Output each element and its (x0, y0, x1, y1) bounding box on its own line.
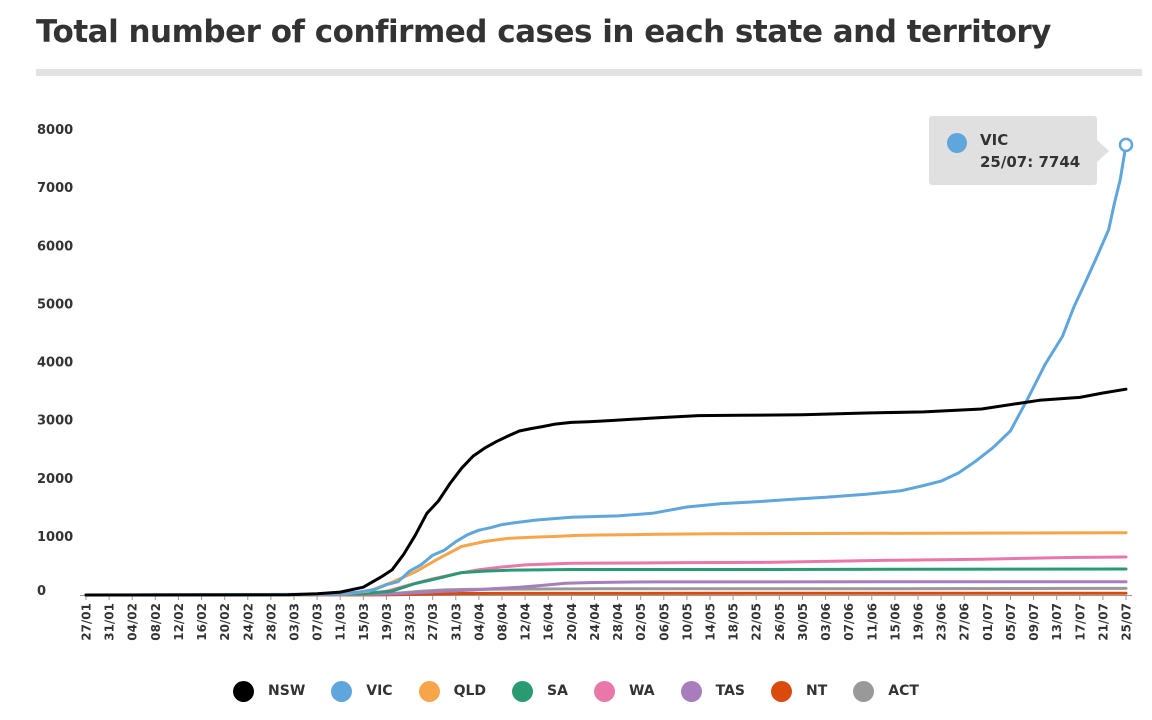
tooltip-series-swatch (947, 133, 967, 153)
x-tick-label: 06/05 (657, 603, 671, 641)
x-tick-label: 20/04 (565, 603, 579, 641)
title-underline (36, 69, 1142, 76)
y-tick-label: 8000 (37, 123, 73, 138)
legend-item-qld[interactable]: QLD (418, 680, 487, 702)
legend-swatch (418, 680, 440, 702)
tooltip-pointer (1097, 140, 1109, 162)
legend-label: QLD (453, 683, 487, 699)
series-line-sa[interactable] (84, 567, 1128, 597)
x-tick-label: 10/05 (680, 603, 694, 641)
hover-point-marker[interactable] (1118, 137, 1134, 153)
legend-label: TAS (715, 683, 746, 699)
x-tick-label: 27/01 (80, 603, 94, 641)
x-tick-label: 07/06 (842, 603, 856, 641)
legend-swatch (331, 680, 353, 702)
x-tick-label: 25/07 (1120, 603, 1134, 641)
legend-item-tas[interactable]: TAS (680, 680, 746, 702)
x-tick-label: 12/04 (519, 603, 533, 641)
x-tick-label: 05/07 (1004, 603, 1018, 641)
legend-item-wa[interactable]: WA (593, 680, 655, 702)
x-tick-label: 19/03 (380, 603, 394, 641)
x-tick-label: 30/05 (796, 603, 810, 641)
x-tick-label: 23/03 (403, 603, 417, 641)
x-tick-label: 31/01 (103, 603, 117, 641)
legend-item-nsw[interactable]: NSW (233, 680, 306, 702)
x-tick-label: 18/05 (727, 603, 741, 641)
x-tick-label: 27/03 (426, 603, 440, 641)
x-tick-label: 03/06 (819, 603, 833, 641)
x-tick-label: 31/03 (449, 603, 463, 641)
x-tick-label: 09/07 (1027, 603, 1041, 641)
x-tick-label: 07/03 (311, 603, 325, 641)
legend-swatch (233, 680, 255, 702)
x-tick-label: 16/02 (195, 603, 209, 641)
y-tick-label: 4000 (37, 356, 73, 371)
data-tooltip: VIC 25/07: 7744 (929, 116, 1109, 185)
y-tick-label: 5000 (37, 297, 73, 312)
legend-swatch (593, 680, 615, 702)
chart-legend: NSW VIC QLD SA WA TAS NT ACT (0, 677, 1152, 705)
x-tick-label: 08/04 (496, 603, 510, 641)
legend-swatch (771, 680, 793, 702)
x-tick-label: 28/02 (264, 603, 278, 641)
x-tick-label: 24/04 (588, 603, 602, 641)
x-tick-label: 15/03 (357, 603, 371, 641)
legend-swatch (680, 680, 702, 702)
legend-swatch (512, 680, 534, 702)
y-tick-label: 3000 (37, 414, 73, 429)
legend-label: NT (806, 683, 828, 699)
x-tick-label: 24/02 (241, 603, 255, 641)
legend-label: ACT (888, 683, 919, 699)
x-tick-label: 01/07 (981, 603, 995, 641)
y-tick-label: 2000 (37, 472, 73, 487)
x-tick-label: 12/02 (172, 603, 186, 641)
x-tick-label: 20/02 (218, 603, 232, 641)
y-tick-label: 0 (37, 584, 46, 599)
x-tick-label: 11/03 (334, 603, 348, 641)
x-tick-label: 03/03 (288, 603, 302, 641)
x-tick-label: 17/07 (1073, 603, 1087, 641)
x-tick-label: 08/02 (149, 603, 163, 641)
series-lines (84, 143, 1128, 597)
x-tick-label: 26/05 (773, 603, 787, 641)
legend-label: WA (628, 683, 655, 699)
x-axis: 27/01 31/01 04/02 08/02 12/02 16/02 20/02 24/02… (80, 595, 1134, 641)
x-tick-label: 14/05 (704, 603, 718, 641)
legend-swatch (853, 680, 875, 702)
y-tick-label: 1000 (37, 530, 73, 545)
series-line-vic[interactable] (84, 143, 1128, 597)
x-tick-label: 02/05 (634, 603, 648, 641)
legend-label: NSW (268, 683, 306, 699)
legend-label: SA (547, 683, 568, 699)
legend-label: VIC (366, 683, 393, 699)
x-tick-label: 16/04 (542, 603, 556, 641)
x-tick-label: 13/07 (1050, 603, 1064, 641)
x-tick-label: 21/07 (1096, 603, 1110, 641)
y-axis: 0 1000 2000 3000 4000 5000 6000 7000 8000 (37, 123, 73, 599)
legend-item-act[interactable]: ACT (853, 680, 919, 702)
tooltip-series-name: VIC (980, 131, 1009, 149)
x-tick-label: 23/06 (935, 603, 949, 641)
series-line-tas[interactable] (84, 580, 1128, 597)
x-tick-label: 04/04 (472, 603, 486, 641)
x-tick-label: 19/06 (912, 603, 926, 641)
series-line-nsw[interactable] (84, 387, 1128, 597)
x-tick-label: 22/05 (750, 603, 764, 641)
x-tick-label: 15/06 (888, 603, 902, 641)
y-tick-label: 7000 (37, 181, 73, 196)
x-tick-label: 28/04 (611, 603, 625, 641)
tooltip-value: 25/07: 7744 (980, 153, 1081, 171)
legend-item-vic[interactable]: VIC (331, 680, 393, 702)
x-tick-label: 11/06 (865, 603, 879, 641)
legend-item-sa[interactable]: SA (512, 680, 568, 702)
legend-item-nt[interactable]: NT (771, 680, 828, 702)
chart-title: Total number of confirmed cases in each … (36, 14, 1051, 50)
x-tick-label: 27/06 (958, 603, 972, 641)
y-tick-label: 6000 (37, 239, 73, 254)
x-tick-label: 04/02 (126, 603, 140, 641)
